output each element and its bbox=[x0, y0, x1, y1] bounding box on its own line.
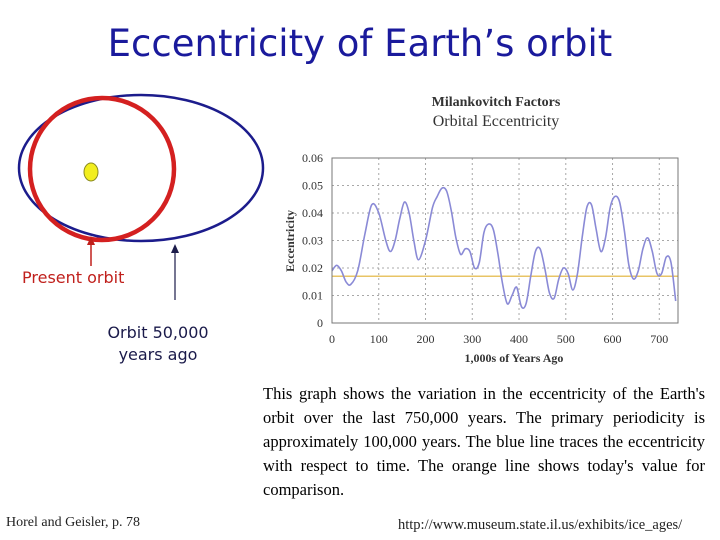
y-axis-label: Eccentricity bbox=[283, 210, 297, 272]
sun-icon bbox=[83, 162, 99, 182]
x-axis-label: 1,000s of Years Ago bbox=[465, 351, 564, 365]
chart-series bbox=[331, 186, 678, 309]
x-tick-label: 700 bbox=[650, 332, 668, 346]
y-tick-label: 0.06 bbox=[302, 151, 323, 165]
x-tick-label: 500 bbox=[557, 332, 575, 346]
past-orbit-arrowhead bbox=[171, 244, 179, 253]
eccentricity-line bbox=[331, 186, 677, 309]
chart-ticks: 0 0.01 0.02 0.03 0.04 0.05 0.06 0 100 200 300 400 50… bbox=[302, 151, 668, 346]
past-orbit-ellipse bbox=[17, 93, 265, 243]
past-orbit-label: Orbit 50,000 years ago bbox=[107, 323, 209, 364]
chart-caption: This graph shows the variation in the ec… bbox=[263, 384, 705, 499]
y-tick-label: 0.05 bbox=[302, 179, 323, 193]
y-tick-label: 0.04 bbox=[302, 206, 323, 220]
x-tick-label: 600 bbox=[604, 332, 622, 346]
slide-title: Eccentricity of Earth’s orbit bbox=[107, 22, 613, 65]
x-tick-label: 0 bbox=[329, 332, 335, 346]
present-orbit-ellipse bbox=[27, 95, 177, 243]
source-url[interactable]: http://www.museum.state.il.us/exhibits/i… bbox=[398, 517, 683, 533]
citation: Horel and Geisler, p. 78 bbox=[6, 515, 140, 530]
present-orbit-label: Present orbit bbox=[22, 268, 125, 287]
chart-subtitle: Orbital Eccentricity bbox=[433, 113, 560, 130]
x-tick-label: 200 bbox=[417, 332, 435, 346]
orbit-diagram bbox=[17, 93, 265, 300]
y-tick-label: 0 bbox=[317, 316, 323, 330]
x-tick-label: 300 bbox=[463, 332, 481, 346]
x-tick-label: 100 bbox=[370, 332, 388, 346]
y-tick-label: 0.02 bbox=[302, 261, 323, 275]
chart-title: Milankovitch Factors bbox=[432, 95, 561, 110]
x-tick-label: 400 bbox=[510, 332, 528, 346]
present-orbit-arrowhead bbox=[87, 236, 95, 245]
y-tick-label: 0.01 bbox=[302, 289, 323, 303]
plot-frame bbox=[331, 157, 679, 324]
y-tick-label: 0.03 bbox=[302, 234, 323, 248]
eccentricity-chart: Milankovitch Factors Orbital Eccentricit… bbox=[283, 95, 679, 365]
